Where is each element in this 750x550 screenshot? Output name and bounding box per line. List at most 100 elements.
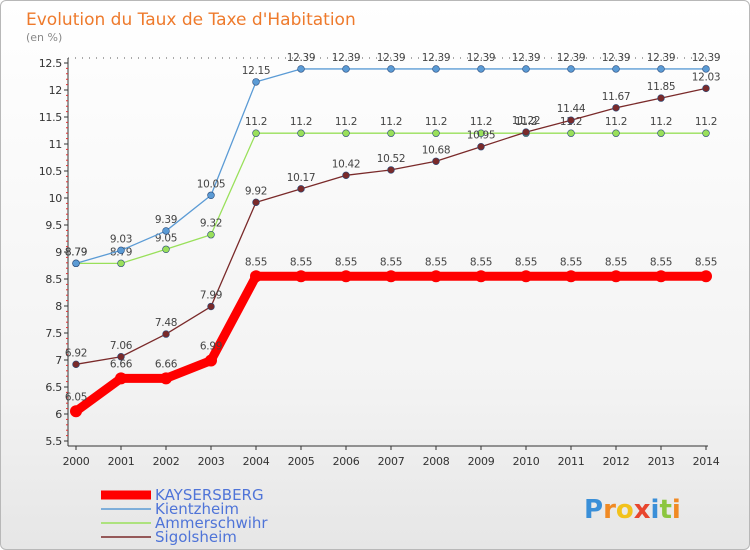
- data-point: [340, 270, 352, 283]
- data-point: [477, 129, 485, 137]
- data-label: 8.55: [470, 256, 492, 268]
- data-point: [430, 270, 442, 283]
- data-point: [700, 270, 712, 283]
- data-label: 12.39: [692, 52, 721, 64]
- data-point: [565, 270, 577, 283]
- y-tick-label: 12: [49, 84, 62, 97]
- x-tick-label: 2003: [198, 455, 225, 468]
- data-point: [252, 129, 260, 137]
- data-label: 8.55: [650, 256, 672, 268]
- data-label: 8.55: [290, 256, 312, 268]
- data-point: [432, 157, 440, 165]
- data-point: [612, 104, 620, 112]
- data-label: 8.55: [425, 256, 447, 268]
- data-label: 7.99: [200, 290, 222, 302]
- y-tick-label: 8.5: [45, 273, 62, 286]
- y-tick-label: 5.5: [45, 435, 62, 448]
- data-point: [520, 270, 532, 283]
- series-line: [71, 271, 711, 416]
- data-label: 6.05: [65, 391, 87, 403]
- data-point: [522, 65, 530, 73]
- data-point: [252, 198, 260, 207]
- y-tick-label: 11.5: [39, 111, 63, 124]
- series-kaysersberg: 6.05 6.66 6.66 6.99 8.55 8.55 8.55 8.55 8.55 8.55…: [65, 256, 717, 418]
- y-tick-label: 11: [49, 138, 62, 151]
- data-point: [342, 65, 350, 73]
- data-point: [702, 65, 710, 73]
- data-label: 8.55: [245, 256, 267, 268]
- data-point: [475, 270, 487, 283]
- x-tick-label: 2010: [513, 455, 540, 468]
- data-point: [612, 65, 620, 73]
- series-layer: 8.798.799.059.3211.211.211.211.211.211.2…: [65, 52, 721, 418]
- data-label: 10.52: [377, 153, 406, 165]
- y-tick-label: 9.5: [45, 219, 62, 232]
- chart-title: Evolution du Taux de Taxe d'Habitation: [26, 10, 356, 30]
- data-label: 8.79: [65, 246, 87, 258]
- axes: 5.5 6 6.5 7 7.5 8 8.5 9 9.5 10 10.5 11 11.5 12 12.5 200…: [39, 57, 720, 468]
- data-label: 9.92: [245, 185, 267, 197]
- data-label: 12.39: [332, 52, 361, 64]
- data-point: [342, 129, 350, 137]
- data-label: 11.2: [650, 116, 672, 128]
- legend-label-ammerschwihr: Ammerschwihr: [155, 514, 268, 532]
- data-label: 11.2: [695, 116, 717, 128]
- x-tick-label: 2000: [63, 455, 90, 468]
- y-tick-label: 6: [55, 408, 62, 421]
- data-label: 11.85: [647, 81, 676, 93]
- data-label: 11.2: [425, 116, 447, 128]
- data-point: [117, 353, 125, 361]
- data-point: [295, 270, 307, 283]
- data-point: [387, 65, 395, 73]
- x-tick-label: 2002: [153, 455, 180, 468]
- x-tick-label: 2004: [243, 455, 270, 468]
- x-tick-label: 2012: [603, 455, 630, 468]
- legend-label-kaysersberg: KAYSERSBERG: [155, 486, 264, 504]
- data-label: 9.05: [155, 232, 177, 244]
- data-label: 8.55: [605, 256, 627, 268]
- data-point: [252, 78, 260, 86]
- data-point: [387, 129, 395, 137]
- data-point: [342, 171, 350, 180]
- data-point: [297, 65, 305, 73]
- x-tick-label: 2013: [648, 455, 675, 468]
- chart-subtitle: (en %): [26, 31, 62, 44]
- data-label: 11.67: [602, 91, 631, 103]
- data-point: [207, 231, 215, 239]
- x-tick-label: 2006: [333, 455, 360, 468]
- x-tick-label: 2009: [468, 455, 495, 468]
- data-label: 12.03: [692, 71, 721, 83]
- data-point: [160, 372, 172, 385]
- data-label: 6.66: [155, 358, 178, 370]
- data-point: [612, 129, 620, 137]
- data-point: [205, 354, 217, 367]
- data-label: 12.39: [467, 52, 496, 64]
- y-tick-label: 7.5: [45, 327, 62, 340]
- data-label: 11.2: [470, 116, 492, 128]
- data-point: [207, 191, 215, 200]
- series-kientzheim: 8.79 9.03 9.39 10.05 12.15 12.39 12.39 12.39 12.…: [65, 52, 721, 268]
- data-label: 6.92: [65, 347, 87, 359]
- data-label: 8.55: [335, 256, 357, 268]
- data-label: 12.15: [242, 65, 271, 77]
- data-label: 10.95: [467, 130, 496, 142]
- series-sigolsheim: 6.92 7.06 7.48 7.99 9.92 10.17 10.42 10.52 10.68…: [65, 71, 721, 369]
- data-label: 10.68: [422, 144, 451, 156]
- data-point: [657, 65, 665, 73]
- data-point: [385, 270, 397, 283]
- data-label: 8.55: [695, 256, 717, 268]
- data-label: 11.2: [605, 116, 627, 128]
- data-point: [297, 129, 305, 137]
- x-tick-label: 2001: [108, 455, 135, 468]
- x-tick-label: 2008: [423, 455, 450, 468]
- data-label: 9.32: [200, 218, 222, 230]
- data-point: [477, 143, 485, 151]
- data-label: 8.79: [65, 246, 87, 258]
- y-tick-label: 12.5: [39, 57, 63, 70]
- y-tick-label: 10.5: [39, 165, 63, 178]
- data-point: [702, 129, 710, 137]
- data-label: 12.39: [557, 52, 586, 64]
- data-label: 7.48: [155, 317, 177, 329]
- data-label: 11.2: [290, 116, 312, 128]
- data-point: [567, 129, 575, 137]
